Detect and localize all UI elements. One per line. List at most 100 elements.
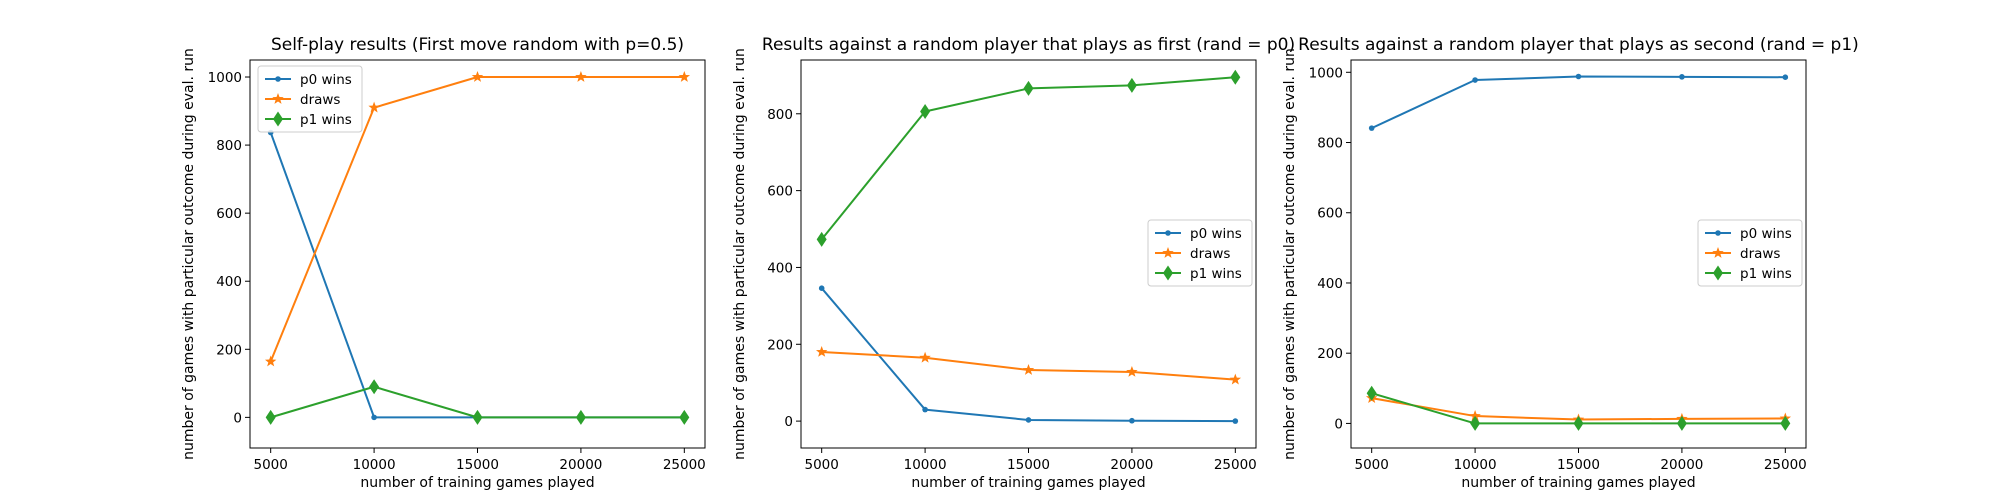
y-tick-label: 200 [216, 342, 242, 358]
y-tick-label: 600 [767, 184, 793, 200]
x-tick-label: 15000 [1007, 457, 1050, 473]
x-axis-label: number of training games played [1461, 475, 1695, 491]
legend-entry: p0 wins [300, 72, 352, 88]
data-point [575, 409, 586, 425]
legend-box [1697, 219, 1803, 287]
y-tick-label: 800 [216, 138, 242, 154]
legend-box [257, 65, 363, 133]
data-point [679, 409, 690, 425]
subplot-1: 5000 10000 15000 20000 25000 0 200 400 600 800 100… [181, 35, 706, 491]
data-point [1366, 385, 1377, 401]
data-point [1573, 415, 1584, 431]
legend-box [1147, 219, 1253, 287]
legend-entry: draws [1740, 246, 1780, 262]
y-tick-label: 1000 [208, 70, 242, 86]
data-point [919, 351, 931, 363]
chart-title: Self-play results (First move random wit… [271, 35, 684, 55]
x-tick-label: 20000 [559, 457, 602, 473]
y-tick-label: 0 [1334, 416, 1343, 432]
x-tick-label: 5000 [254, 457, 288, 473]
y-tick-label: 400 [1317, 276, 1343, 292]
data-point [1230, 69, 1241, 85]
legend-entry: p1 wins [300, 112, 352, 128]
legend-entry: p0 wins [1190, 226, 1242, 242]
legend-entry: p1 wins [1740, 266, 1792, 282]
legend-marker [1162, 247, 1174, 258]
legend-marker [1715, 230, 1721, 236]
data-point [1676, 415, 1687, 431]
data-point [369, 379, 380, 395]
y-tick-label: 0 [233, 410, 242, 426]
subplot-2: 5000 10000 15000 20000 25000 0 200 400 600 800 Res… [732, 35, 1295, 491]
legend-marker [1713, 265, 1723, 281]
y-axis-label: number of games with particular outcome … [181, 48, 197, 460]
y-tick-label: 600 [216, 206, 242, 222]
data-point [1126, 365, 1138, 377]
y-tick-label: 200 [1317, 346, 1343, 362]
legend-marker [273, 111, 283, 127]
data-point [1126, 77, 1137, 93]
data-point [264, 355, 277, 367]
x-tick-label: 5000 [805, 457, 839, 473]
y-tick-label: 800 [767, 107, 793, 123]
legend-entry: draws [300, 92, 340, 108]
legend-marker [1712, 247, 1724, 258]
y-tick-label: 200 [767, 337, 793, 353]
y-tick-label: 0 [784, 414, 793, 430]
y-tick-label: 1000 [1309, 65, 1343, 81]
y-tick-label: 600 [1317, 206, 1343, 222]
x-tick-label: 15000 [456, 457, 499, 473]
data-point [371, 414, 377, 421]
legend: p0 wins draws p1 wins [1697, 219, 1803, 287]
data-point [678, 71, 691, 82]
y-axis-label: number of games with particular outcome … [732, 48, 748, 460]
x-tick-label: 20000 [1110, 457, 1153, 473]
data-point [1368, 125, 1375, 131]
x-tick-label: 5000 [1355, 457, 1389, 473]
x-tick-label: 25000 [663, 457, 706, 473]
x-axis-label: number of training games played [360, 475, 594, 491]
x-tick-label: 25000 [1214, 457, 1257, 473]
data-point [1129, 417, 1135, 424]
legend-marker [272, 93, 284, 104]
chart-title: Results against a random player that pla… [1298, 35, 1859, 55]
data-point [920, 103, 931, 119]
data-point [1470, 415, 1481, 431]
legend-entry: p0 wins [1740, 226, 1792, 242]
legend: p0 wins draws p1 wins [1147, 219, 1253, 287]
chart-title: Results against a random player that pla… [762, 35, 1295, 55]
legend-entry: draws [1190, 246, 1230, 262]
data-point [1023, 80, 1034, 96]
data-point [1469, 410, 1481, 421]
data-point [816, 231, 827, 247]
data-point [1022, 364, 1035, 375]
legend-entry: p1 wins [1190, 266, 1242, 282]
data-point [1782, 74, 1789, 81]
x-tick-label: 20000 [1660, 457, 1703, 473]
data-point [815, 345, 828, 357]
x-tick-label: 15000 [1557, 457, 1600, 473]
y-axis-label: number of games with particular outcome … [1282, 48, 1298, 460]
legend-marker [275, 76, 281, 82]
x-tick-label: 25000 [1764, 457, 1807, 473]
x-axis-label: number of training games played [911, 475, 1145, 491]
data-point [1229, 373, 1242, 385]
x-tick-label: 10000 [353, 457, 396, 473]
subplot-3: 5000 10000 15000 20000 25000 0 200 400 600 800 100… [1282, 35, 1859, 491]
legend: p0 wins draws p1 wins [257, 65, 363, 133]
data-point [471, 71, 484, 82]
legend-marker [1163, 265, 1173, 281]
data-point [1679, 74, 1685, 80]
data-point [1575, 73, 1582, 80]
data-point [575, 71, 587, 82]
data-point [1780, 415, 1791, 431]
data-point [922, 406, 928, 413]
data-point [1025, 417, 1032, 423]
x-tick-label: 10000 [904, 457, 947, 473]
data-point [368, 101, 380, 113]
data-point [265, 409, 276, 425]
legend-marker [1165, 230, 1171, 236]
y-tick-label: 800 [1317, 136, 1343, 152]
data-point [472, 409, 483, 425]
